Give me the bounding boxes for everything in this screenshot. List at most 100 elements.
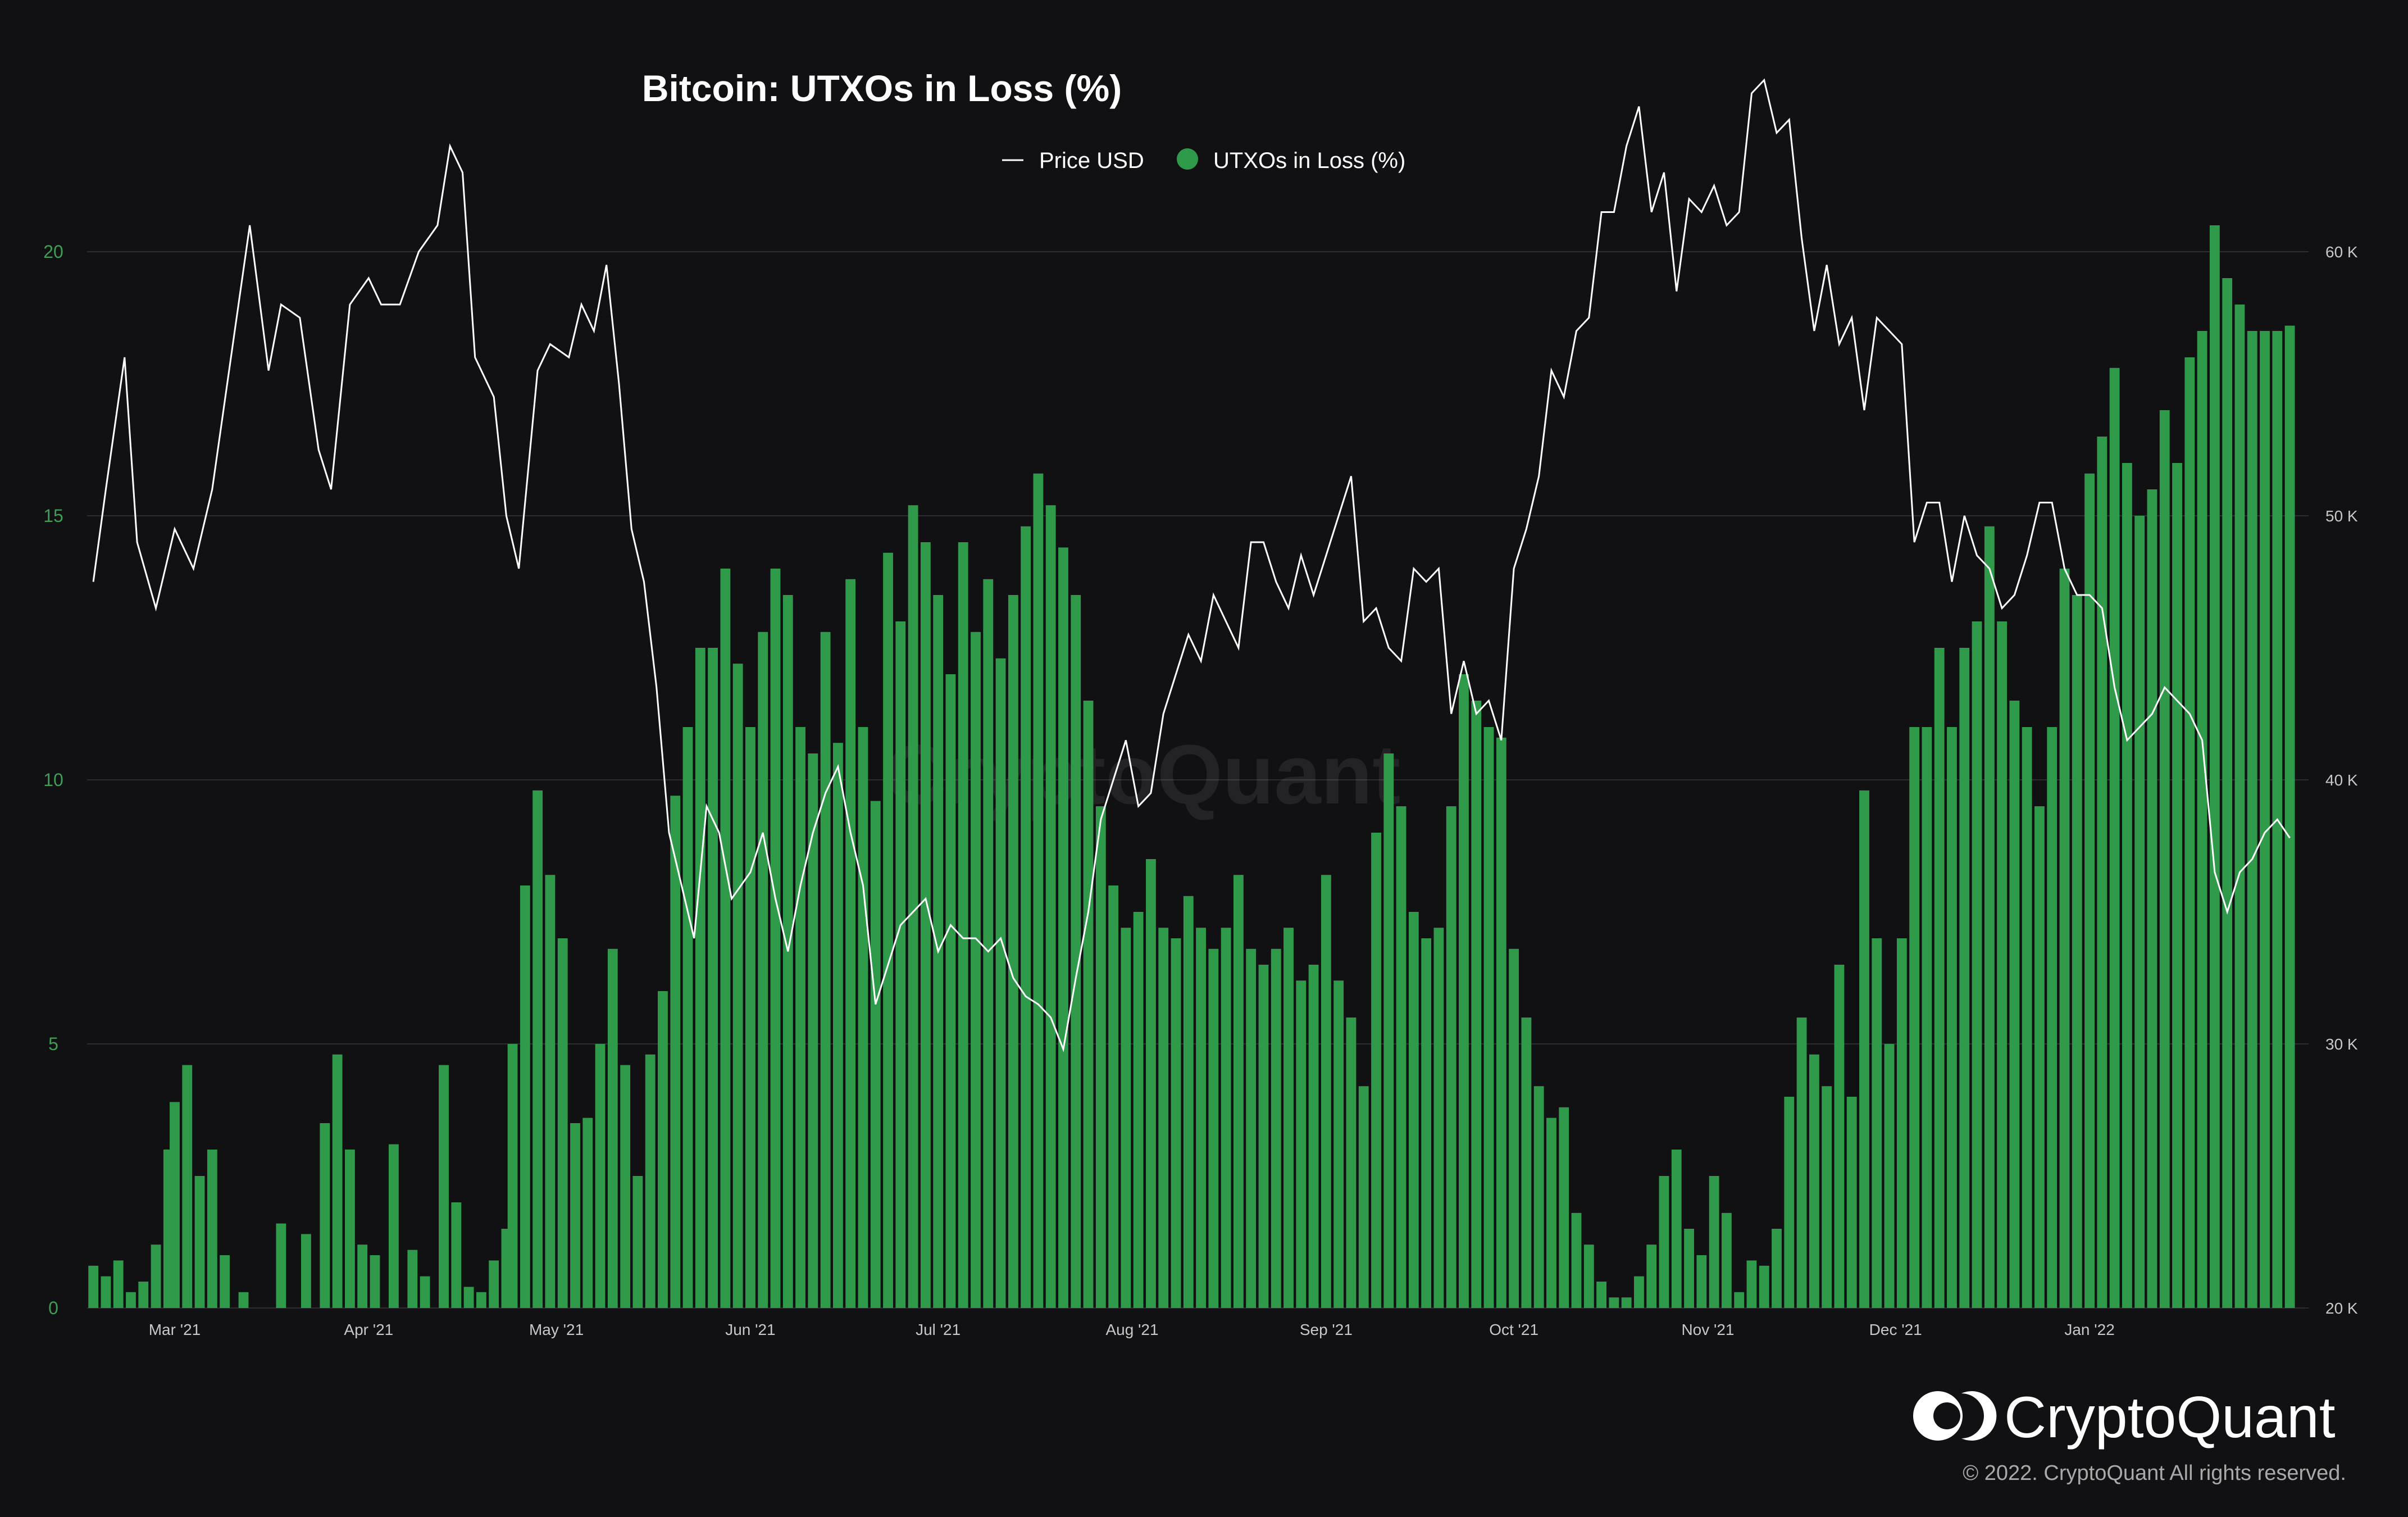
utxo-loss-bar: [545, 875, 556, 1308]
x-tick-label: Apr '21: [344, 1321, 393, 1338]
legend-item-price[interactable]: Price USD: [1002, 148, 1144, 173]
utxo-loss-bar: [1947, 727, 1957, 1308]
utxo-loss-bar: [582, 1118, 593, 1308]
utxo-loss-bar: [420, 1276, 430, 1308]
utxo-loss-bar: [532, 790, 543, 1308]
bars-layer: [88, 225, 2295, 1309]
utxo-loss-bar: [1045, 505, 1056, 1309]
utxo-loss-bar: [1609, 1297, 1619, 1308]
utxo-loss-bar: [632, 1176, 643, 1308]
utxo-loss-bar: [1383, 753, 1394, 1308]
utxo-loss-bar: [1734, 1292, 1745, 1308]
utxo-loss-bar: [1021, 526, 1031, 1308]
utxo-loss-bar: [2072, 595, 2082, 1308]
utxo-loss-bar: [1271, 948, 1281, 1308]
utxo-loss-bar: [1559, 1107, 1569, 1308]
utxo-loss-bar: [520, 885, 530, 1308]
brand-name: CryptoQuant: [2004, 1385, 2336, 1450]
utxo-loss-bar: [2159, 410, 2170, 1308]
x-tick-label: May '21: [529, 1321, 584, 1338]
utxo-loss-bar: [489, 1260, 499, 1308]
utxo-loss-bar: [620, 1065, 631, 1308]
utxo-loss-bar: [595, 1044, 606, 1308]
utxo-loss-bar: [2084, 473, 2095, 1308]
utxo-loss-bar: [570, 1123, 580, 1308]
brand-logo: CryptoQuant: [1913, 1385, 2336, 1450]
utxo-loss-bar: [1471, 701, 1482, 1308]
utxo-loss-bar: [2260, 331, 2270, 1308]
y-axis-right: 20 K 30 K 40 K 50 K 60 K: [2325, 243, 2358, 1317]
utxo-loss-bar: [1896, 938, 1907, 1308]
legend-label-utxo: UTXOs in Loss (%): [1213, 148, 1405, 173]
utxo-loss-bar: [407, 1250, 418, 1308]
utxo-loss-bar: [645, 1054, 656, 1308]
utxo-loss-bar: [758, 632, 768, 1308]
utxo-loss-bar: [1421, 938, 1432, 1308]
utxo-loss-bar: [320, 1123, 330, 1308]
y-right-tick-label: 20 K: [2325, 1300, 2358, 1317]
utxo-loss-bar: [2122, 463, 2132, 1308]
x-tick-label: Jan '22: [2064, 1321, 2114, 1338]
utxo-loss-bar: [720, 569, 731, 1308]
utxo-loss-bar: [207, 1150, 217, 1308]
utxo-loss-bar: [1308, 965, 1319, 1308]
utxo-loss-bar: [170, 1102, 180, 1308]
utxo-loss-bar: [439, 1065, 449, 1308]
utxo-loss-bar: [2147, 489, 2157, 1308]
utxo-loss-bar: [1108, 885, 1119, 1308]
utxo-loss-bar: [1746, 1260, 1757, 1308]
utxo-loss-bar: [1709, 1176, 1719, 1308]
utxo-loss-bar: [983, 579, 994, 1308]
utxo-loss-bar: [858, 727, 868, 1308]
utxo-loss-bar: [463, 1287, 474, 1308]
utxo-loss-bar: [1196, 928, 1206, 1308]
utxo-loss-bar: [1872, 938, 1882, 1308]
utxo-loss-bar: [1796, 1018, 1807, 1308]
utxo-loss-bar: [1358, 1086, 1369, 1308]
utxo-loss-bar: [1221, 928, 1231, 1308]
utxo-loss-bar: [1121, 928, 1131, 1308]
utxo-loss-bar: [1233, 875, 1244, 1308]
legend-label-price: Price USD: [1039, 148, 1144, 173]
utxo-loss-bar: [88, 1265, 99, 1308]
x-tick-label: Mar '21: [149, 1321, 201, 1338]
utxo-loss-bar: [1371, 833, 1381, 1308]
utxo-loss-bar: [920, 542, 931, 1308]
utxo-loss-bar: [945, 674, 956, 1308]
utxo-loss-bar: [1997, 621, 2008, 1308]
utxo-loss-bar: [101, 1276, 111, 1308]
utxo-loss-bar: [1396, 806, 1406, 1308]
utxo-loss-bar: [1483, 727, 1494, 1308]
utxo-loss-bar: [1634, 1276, 1644, 1308]
utxo-loss-bar: [1822, 1086, 1832, 1308]
chart-title: Bitcoin: UTXOs in Loss (%): [642, 67, 1122, 109]
x-tick-label: Aug '21: [1105, 1321, 1158, 1338]
utxo-loss-bar: [708, 648, 718, 1308]
utxo-loss-bar: [870, 801, 881, 1308]
y-right-tick-label: 60 K: [2325, 243, 2358, 261]
y-left-tick-label: 20: [43, 242, 63, 262]
legend[interactable]: Price USD UTXOs in Loss (%): [1002, 148, 1405, 173]
utxo-loss-bar: [1333, 980, 1344, 1308]
utxo-loss-bar: [1909, 727, 1920, 1308]
utxo-loss-bar: [1621, 1297, 1632, 1308]
legend-dot-marker: [1177, 148, 1198, 170]
utxo-loss-bar: [1008, 595, 1018, 1308]
utxo-loss-bar: [2197, 331, 2207, 1308]
utxo-loss-bar: [1446, 806, 1456, 1308]
legend-item-utxo[interactable]: UTXOs in Loss (%): [1177, 148, 1405, 173]
utxo-loss-bar: [2134, 516, 2145, 1308]
utxo-loss-bar: [1283, 928, 1294, 1308]
y-left-tick-label: 10: [43, 770, 63, 790]
utxo-loss-bar: [808, 753, 818, 1308]
utxo-loss-bar: [2097, 437, 2107, 1308]
utxo-loss-bar: [670, 796, 681, 1308]
utxo-loss-bar: [2284, 325, 2295, 1308]
utxo-loss-bar: [832, 743, 843, 1308]
utxo-loss-bar: [1859, 790, 1869, 1308]
y-left-tick-label: 0: [48, 1298, 58, 1318]
utxo-loss-bar: [895, 621, 906, 1308]
utxo-loss-bar: [507, 1044, 518, 1308]
